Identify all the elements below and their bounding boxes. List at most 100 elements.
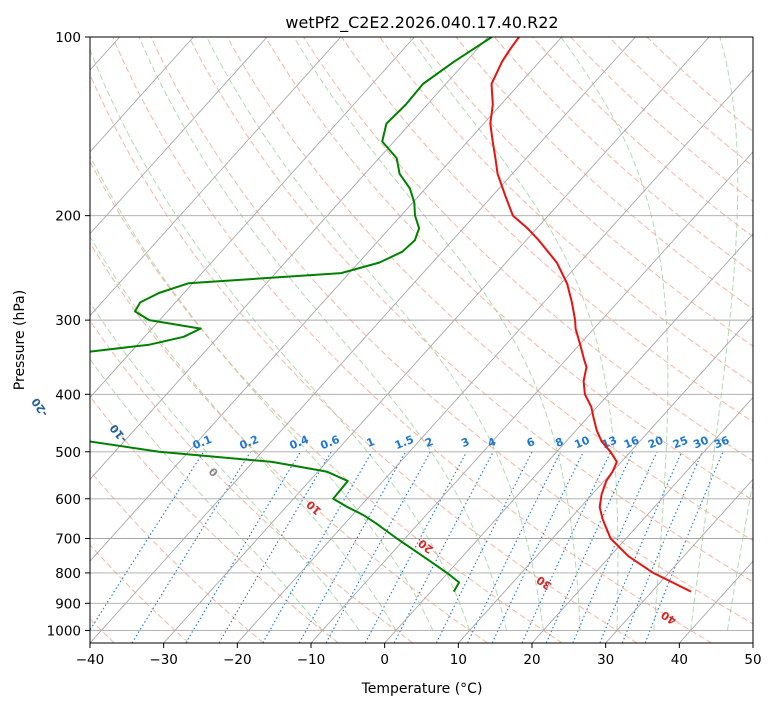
y-tick-label: 500 <box>55 445 81 461</box>
dry-adiabat-line <box>90 470 264 643</box>
mixing-ratio-label: 16 <box>622 434 641 452</box>
x-tick-label: −10 <box>297 652 326 668</box>
isotherm-line <box>310 151 753 643</box>
mixing-ratio-line <box>185 451 301 643</box>
isotherm-line <box>605 478 753 643</box>
y-tick-label: 1000 <box>47 623 81 639</box>
x-tick-label: −30 <box>149 652 178 668</box>
moist-adiabat-line <box>293 37 581 631</box>
moist-adiabat-line <box>90 301 360 631</box>
dry-adiabat-line <box>341 37 753 423</box>
mixing-ratio-line <box>364 451 468 643</box>
mixing-ratio-line <box>435 451 533 643</box>
mixing-ratio-label: 1.5 <box>393 433 416 452</box>
moist-adiabat-line <box>690 37 739 631</box>
dry-adiabat-line <box>646 37 753 133</box>
isotherm-line <box>678 560 753 643</box>
mixing-ratio-label: 0.4 <box>288 433 311 452</box>
mixing-ratio-label: 30 <box>691 434 710 452</box>
isotherm-line <box>531 396 753 643</box>
dry-adiabat-line <box>532 37 753 238</box>
dry-adiabat-line <box>608 37 753 167</box>
mixing-ratio-label: 8 <box>553 435 565 450</box>
mixing-ratio-line <box>467 451 562 643</box>
plot-frame <box>89 36 754 644</box>
x-tick-label: 20 <box>523 652 540 668</box>
axes: −40 −30 −20 −10 0 10 20 30 40 5010020030040050060… <box>47 30 762 668</box>
mixing-ratio-line <box>599 451 683 643</box>
dry-adiabat-label: 40 <box>659 608 679 627</box>
y-tick-label: 100 <box>55 30 81 46</box>
mixing-ratio-label: 25 <box>671 434 690 452</box>
isotherm-line <box>457 314 753 643</box>
dry-adiabat-line <box>303 37 753 462</box>
mixing-ratio-line <box>298 451 407 643</box>
mixing-ratio-line <box>572 451 658 643</box>
isotherm-line <box>90 37 563 562</box>
x-tick-label: 10 <box>450 652 467 668</box>
isotherm-line <box>236 69 753 643</box>
mixing-ratio-label: 13 <box>600 434 619 452</box>
mixing-ratio-label: 0.2 <box>238 433 261 452</box>
mixing-ratio-line <box>90 451 205 631</box>
dry-adiabat-line <box>90 544 190 643</box>
isotherm-line <box>90 37 342 317</box>
dry-adiabat-label: -20 <box>29 395 51 419</box>
mixing-ratio-label: 0.1 <box>191 433 214 452</box>
x-tick-label: −20 <box>223 652 252 668</box>
y-tick-label: 800 <box>55 566 81 582</box>
x-tick-label: 30 <box>597 652 614 668</box>
mixing-ratio-label: 36 <box>712 434 731 452</box>
mixing-ratio-line <box>131 451 251 643</box>
dewpoint-profile-line <box>90 37 493 593</box>
moist-adiabat-line <box>138 37 507 631</box>
profile-lines <box>90 37 692 593</box>
y-tick-label: 400 <box>55 387 81 403</box>
isotherm-line <box>90 37 194 153</box>
dry-adiabat-line <box>150 37 753 625</box>
dry-adiabat-line <box>112 37 712 643</box>
isotherm-line <box>90 37 415 399</box>
dry-adiabat-line <box>264 37 753 501</box>
x-tick-label: 50 <box>744 652 761 668</box>
y-tick-label: 300 <box>55 313 81 329</box>
y-axis-label: Pressure (hPa) <box>12 290 28 390</box>
dry-adiabat-line <box>226 37 753 542</box>
dry-adiabat-line <box>90 241 488 643</box>
mixing-ratio-label: 3 <box>459 435 471 450</box>
chart-title: wetPf2_C2E2.2026.040.17.40.R22 <box>285 13 558 33</box>
dry-adiabat-line <box>90 319 414 643</box>
moist-adiabat-line <box>560 37 669 631</box>
isotherm-line <box>90 37 268 235</box>
mixing-ratio-line <box>325 451 431 643</box>
dry-adiabat-line <box>90 73 638 643</box>
x-axis-label: Temperature (°C) <box>361 681 483 697</box>
isotherm-line <box>90 37 489 480</box>
dry-adiabat-line <box>379 37 753 385</box>
mixing-ratio-label: 1 <box>365 435 377 450</box>
mixing-ratio-label: 20 <box>646 434 665 452</box>
dry-adiabat-line <box>455 37 753 310</box>
y-tick-label: 700 <box>55 532 81 548</box>
dry-adiabat-line <box>417 37 753 347</box>
moist-adiabat-line <box>90 358 323 631</box>
background-lines <box>90 37 753 643</box>
mixing-ratio-label: 2 <box>423 435 435 450</box>
x-tick-label: −40 <box>76 652 105 668</box>
isotherm-line <box>384 233 753 643</box>
mixing-ratio-label: 10 <box>572 434 591 452</box>
dry-adiabat-line <box>493 37 753 274</box>
moist-adiabat-line <box>90 154 434 631</box>
mixing-ratio-line <box>491 451 584 643</box>
isotherm-line <box>163 37 710 643</box>
isotherm-line <box>90 37 636 643</box>
x-tick-label: 40 <box>671 652 688 668</box>
mixing-ratio-label: 6 <box>525 435 537 450</box>
temperature-profile-line <box>489 37 692 593</box>
y-tick-label: 600 <box>55 492 81 508</box>
dry-adiabat-line <box>90 160 563 643</box>
x-tick-label: 0 <box>380 652 389 668</box>
mixing-ratio-line <box>621 451 703 643</box>
moist-adiabat-line <box>206 37 544 631</box>
